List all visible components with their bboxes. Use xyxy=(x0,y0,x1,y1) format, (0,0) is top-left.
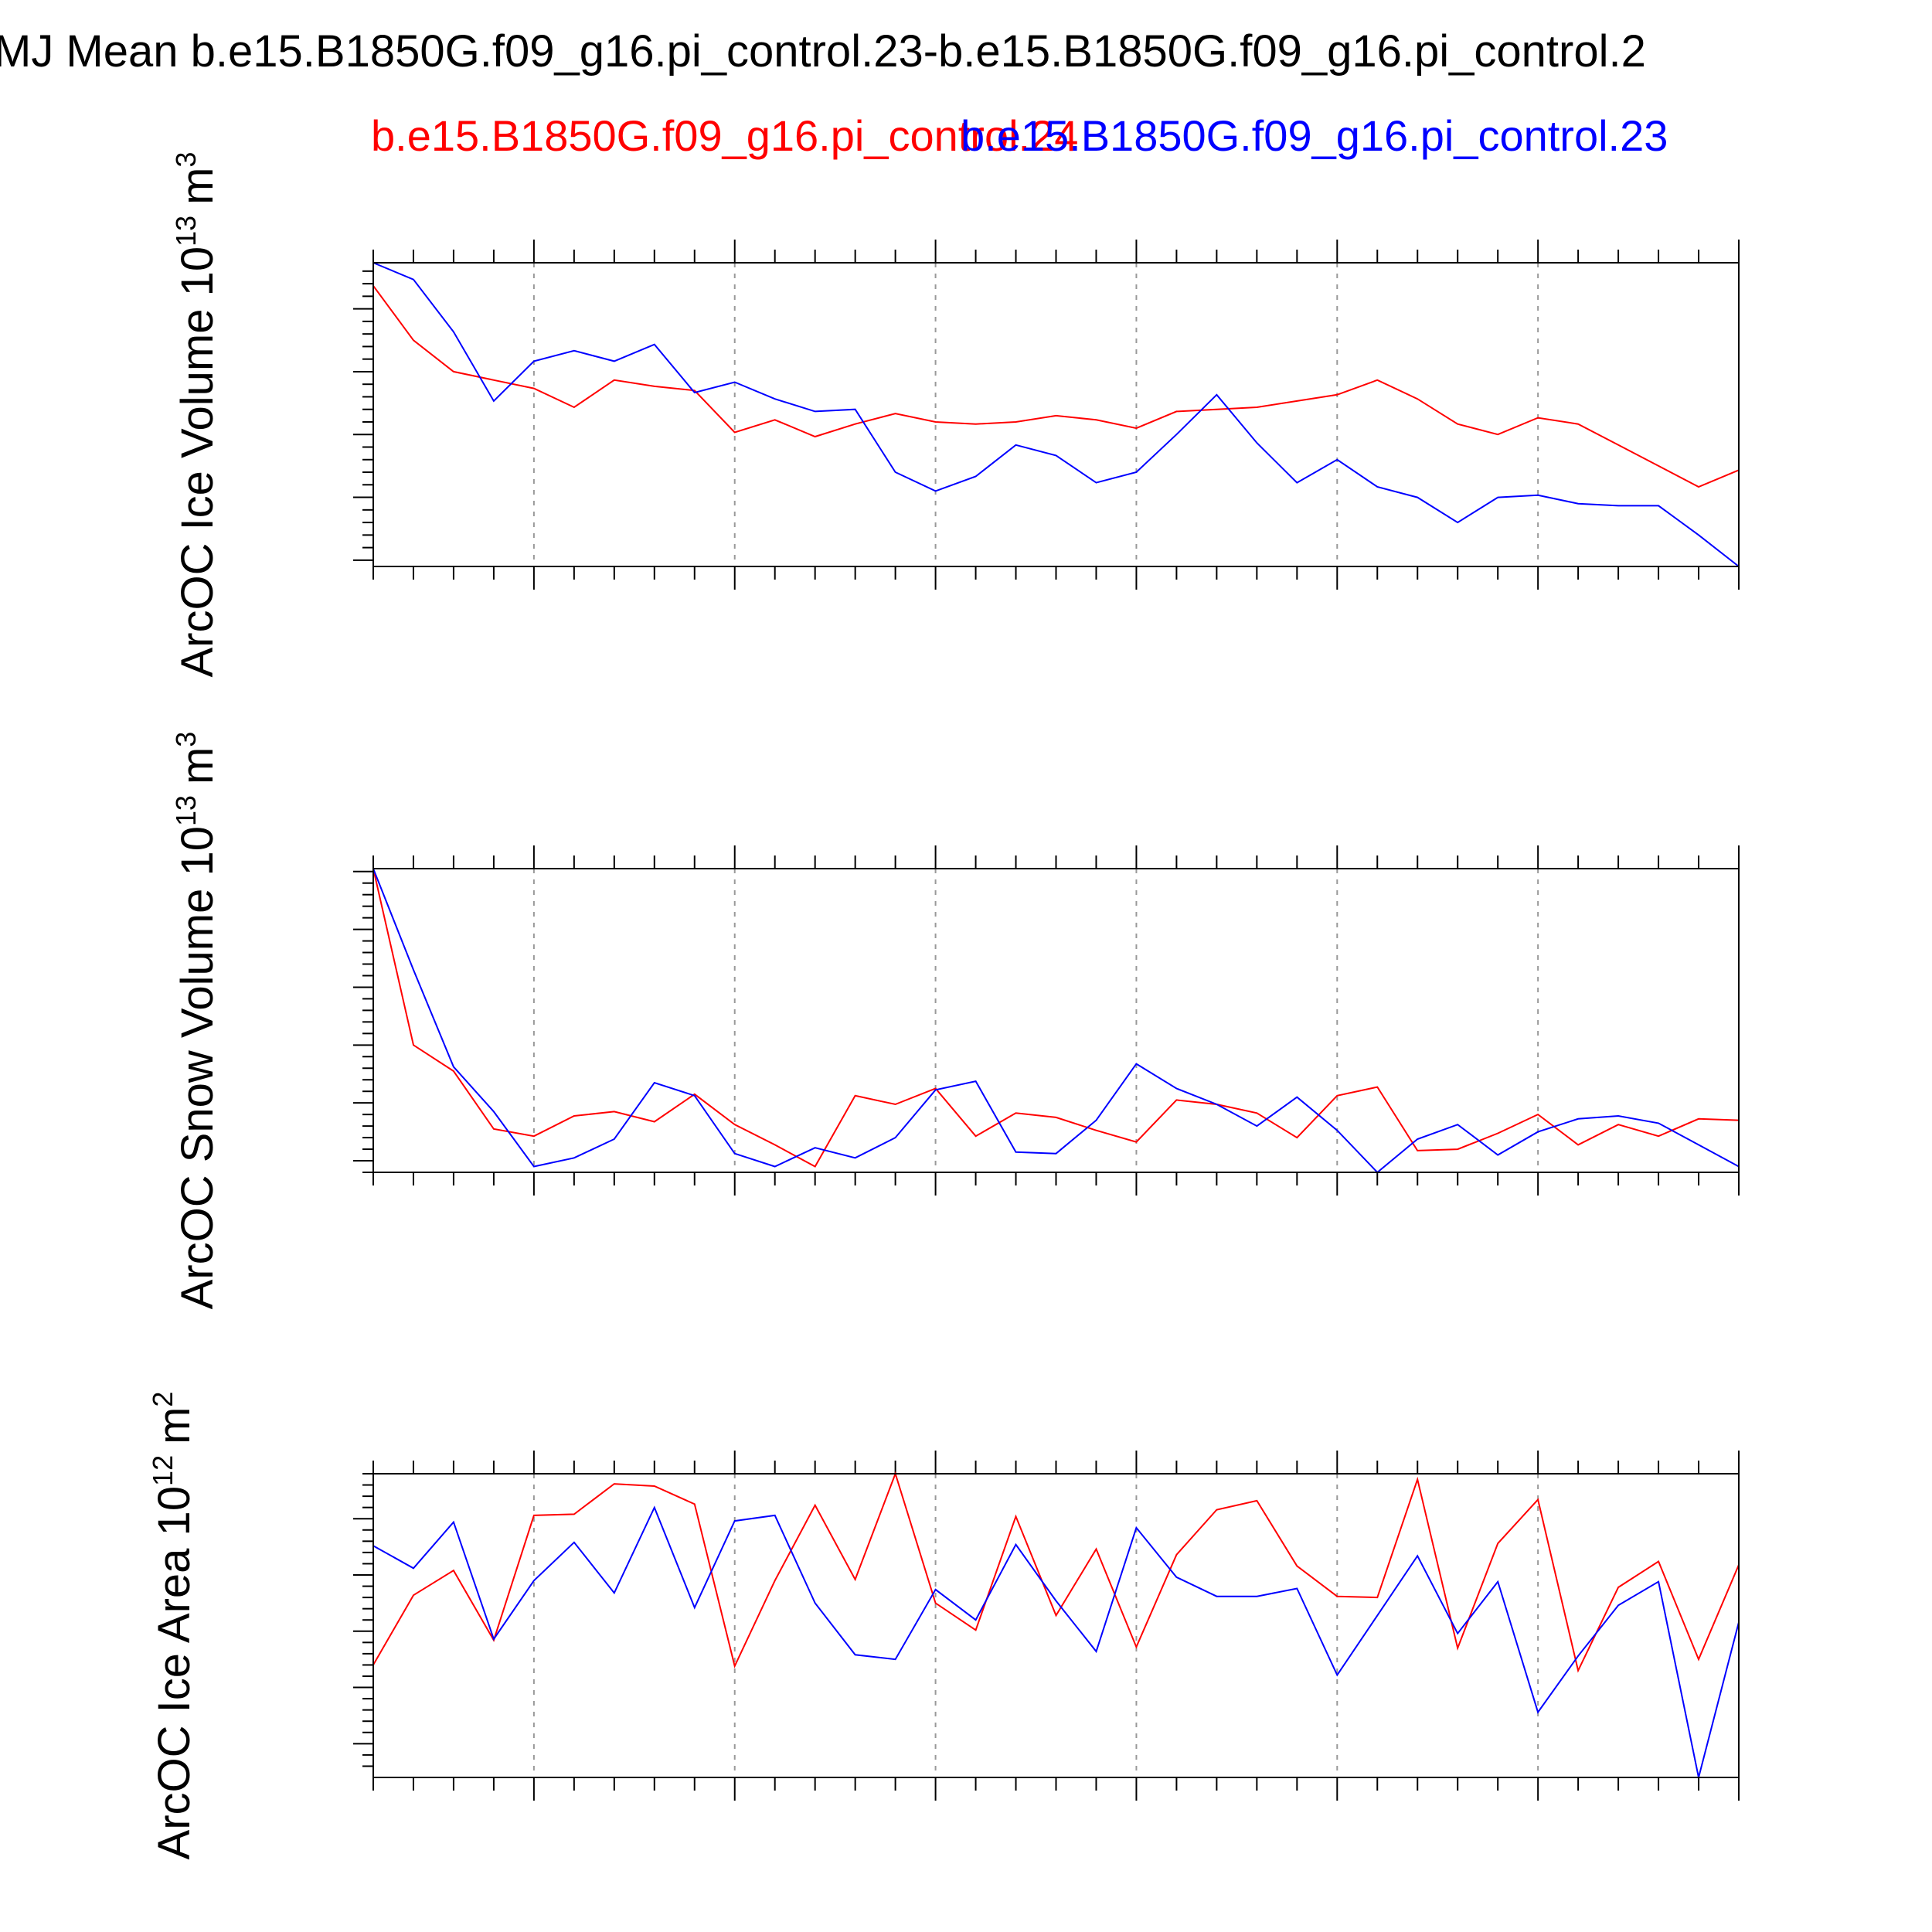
y-axis-label-unit-exponent: 3 xyxy=(170,151,202,167)
series-line-pi-control-23 xyxy=(372,1505,1740,1778)
series-line-pi-control-24 xyxy=(372,868,1740,1168)
y-axis-label-text: ArcOC Ice Volume 10 xyxy=(172,247,223,678)
y-axis-label-unit-exponent: 2 xyxy=(147,1392,179,1407)
y-axis-label-text: ArcOC Snow Volume 10 xyxy=(172,826,223,1309)
series-line-pi-control-24 xyxy=(372,1471,1740,1673)
y-axis-label: ArcOC Snow Volume 1013 m3 xyxy=(170,732,223,1310)
main-title: MJ Mean b.e15.B1850G.f09_g16.pi_control.… xyxy=(0,26,1646,77)
y-axis-label-unit: m xyxy=(172,167,223,204)
plot-frame xyxy=(372,868,1740,1173)
plot-frame xyxy=(372,1473,1740,1778)
plot-frame xyxy=(372,262,1740,567)
y-axis-label-unit: m xyxy=(172,747,223,784)
chart-panel-snow-volume: ArcOC Snow Volume 1013 m3 xyxy=(170,732,1740,1310)
y-axis-label-exponent: 13 xyxy=(170,216,202,247)
y-axis-label-unit: m xyxy=(149,1407,199,1444)
y-axis-label-exponent: 13 xyxy=(170,795,202,826)
series-line-pi-control-24 xyxy=(372,285,1740,488)
series-line-pi-control-23 xyxy=(372,262,1740,567)
y-axis-label-text: ArcOC Ice Area 10 xyxy=(149,1486,199,1860)
chart-panel-ice-volume: ArcOC Ice Volume 1013 m3 xyxy=(170,151,1740,678)
legend-label-pi-control-23: b.e15.B1850G.f09_g16.pi_control.23 xyxy=(961,111,1668,160)
series-line-pi-control-23 xyxy=(372,868,1740,1174)
y-axis-label-exponent: 12 xyxy=(147,1455,179,1486)
legend-label-pi-control-24: b.e15.B1850G.f09_g16.pi_control.24 xyxy=(371,111,1078,160)
y-axis-label-unit-exponent: 3 xyxy=(170,732,202,747)
y-axis-label: ArcOC Ice Volume 1013 m3 xyxy=(170,151,223,677)
chart-panel-ice-area: ArcOC Ice Area 1012 m2 xyxy=(147,1392,1740,1860)
y-axis-label: ArcOC Ice Area 1012 m2 xyxy=(147,1392,199,1860)
